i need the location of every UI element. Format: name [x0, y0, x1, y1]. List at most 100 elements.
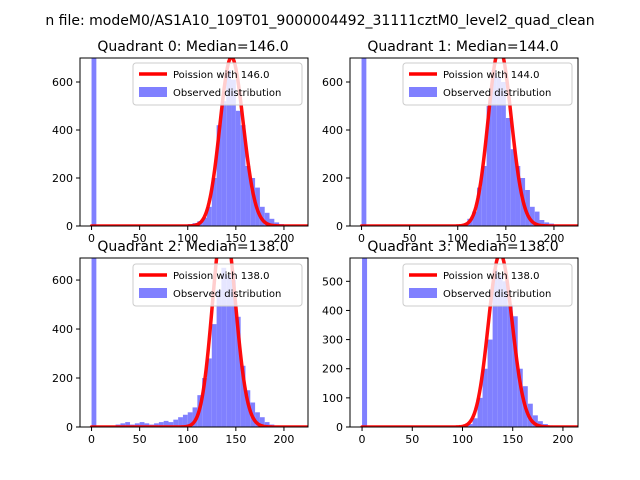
y-tick-label: 400 — [322, 124, 343, 137]
hist-bar — [139, 422, 145, 427]
panel-title: Quadrant 0: Median=146.0 — [97, 39, 288, 55]
hist-bar — [202, 217, 207, 226]
x-tick-label: 200 — [273, 232, 294, 245]
hist-bar — [532, 415, 538, 427]
panel-quadrant-3: 0 50 100 150 200 0 100 200 300 400 500 Poission wit… — [322, 239, 579, 446]
hist-bar — [240, 365, 246, 427]
hist-bar — [510, 149, 516, 226]
hist-bar — [134, 423, 140, 427]
legend: Poission with 144.0 Observed distribution — [402, 62, 573, 106]
hist-bar — [216, 289, 222, 427]
hist-bar — [250, 178, 256, 226]
x-tick-label: 0 — [88, 433, 95, 446]
hist-bar — [497, 275, 503, 427]
hist-bar — [168, 422, 174, 427]
hist-bar — [477, 397, 483, 427]
hist-bar — [91, 258, 97, 427]
hist-bar — [235, 110, 241, 226]
legend-swatch-hist — [409, 87, 437, 97]
hist-bar — [525, 190, 530, 226]
hist-bar — [240, 125, 246, 226]
legend-label-hist: Observed distribution — [173, 289, 281, 300]
hist-bar — [482, 368, 488, 427]
hist-bar — [472, 211, 477, 226]
hist-bar — [264, 212, 270, 226]
hist-bar — [231, 280, 236, 427]
hist-bar — [226, 70, 232, 226]
x-tick-label: 0 — [359, 433, 366, 446]
plot-area — [360, 258, 578, 427]
x-tick-label: 50 — [133, 433, 147, 446]
y-tick-label: 0 — [66, 421, 73, 434]
poisson-curve — [360, 258, 578, 427]
panel-quadrant-0: 0 50 100 150 200 0 200 400 600 Poission with 146.… — [52, 39, 309, 245]
hist-bar — [245, 166, 251, 226]
legend-label-poisson: Poission with 138.0 — [173, 271, 269, 282]
hist-bar — [235, 316, 241, 427]
panel-quadrant-2: 0 50 100 150 200 0 200 400 600 Poission with 138.… — [52, 239, 309, 446]
legend-swatch-hist — [409, 288, 437, 298]
y-tick-label: 600 — [52, 76, 73, 89]
hist-bar — [259, 417, 265, 427]
axes-frame — [79, 57, 309, 227]
hist-bar — [120, 423, 126, 427]
x-tick-label: 0 — [358, 232, 365, 245]
y-tick-label: 200 — [322, 172, 343, 185]
hist-bar — [487, 339, 493, 427]
hist-bar — [472, 418, 478, 427]
y-tick-label: 0 — [336, 421, 343, 434]
hist-bar — [178, 417, 183, 427]
y-tick-label: 500 — [322, 275, 343, 288]
hist-bar — [537, 421, 543, 427]
figure-suptitle: n file: modeM0/AS1A10_109T01_9000004492_… — [45, 13, 594, 29]
x-tick-label: 100 — [177, 433, 198, 446]
x-tick-label: 50 — [133, 232, 147, 245]
legend: Poission with 138.0 Observed distribution — [402, 263, 573, 307]
y-tick-label: 0 — [336, 220, 343, 233]
panel-title: Quadrant 2: Median=138.0 — [97, 239, 288, 255]
hist-bar — [226, 275, 232, 427]
y-tick-label: 600 — [52, 274, 73, 287]
hist-bar — [231, 79, 236, 226]
x-tick-label: 100 — [452, 433, 473, 446]
y-tick-label: 600 — [322, 76, 343, 89]
hist-bar — [255, 412, 260, 427]
hist-bar — [269, 218, 275, 226]
x-tick-label: 200 — [273, 433, 294, 446]
x-tick-label: 150 — [502, 433, 523, 446]
hist-bar — [154, 423, 159, 427]
hist-bar — [221, 101, 227, 226]
axes-frame — [349, 57, 579, 227]
x-tick-label: 150 — [225, 232, 246, 245]
legend-label-hist: Observed distribution — [173, 88, 281, 99]
hist-bar — [259, 206, 265, 226]
y-tick-label: 400 — [52, 124, 73, 137]
y-tick-label: 200 — [52, 372, 73, 385]
hist-bar — [512, 316, 518, 427]
legend: Poission with 146.0 Observed distribution — [132, 62, 303, 106]
y-tick-label: 300 — [322, 334, 343, 347]
x-tick-label: 150 — [225, 433, 246, 446]
panel-title: Quadrant 1: Median=144.0 — [367, 39, 558, 55]
hist-bar — [362, 258, 368, 427]
poisson-curve — [89, 58, 308, 226]
y-tick-label: 400 — [52, 323, 73, 336]
y-tick-label: 200 — [322, 363, 343, 376]
x-tick-label: 150 — [495, 232, 516, 245]
y-tick-label: 0 — [66, 220, 73, 233]
hist-bar — [486, 106, 492, 226]
hist-bar — [496, 77, 502, 226]
axes-frame — [349, 257, 579, 428]
hist-bar — [206, 358, 212, 427]
hist-bar — [216, 125, 222, 226]
x-tick-label: 100 — [177, 232, 198, 245]
hist-bar — [173, 419, 179, 427]
hist-bar — [221, 267, 227, 427]
legend: Poission with 138.0 Observed distribution — [132, 263, 303, 307]
hist-bar — [467, 424, 473, 427]
hist-bar — [534, 211, 540, 226]
hist-bar — [125, 422, 131, 427]
hist-bar — [206, 206, 212, 226]
plot-area — [89, 58, 308, 226]
